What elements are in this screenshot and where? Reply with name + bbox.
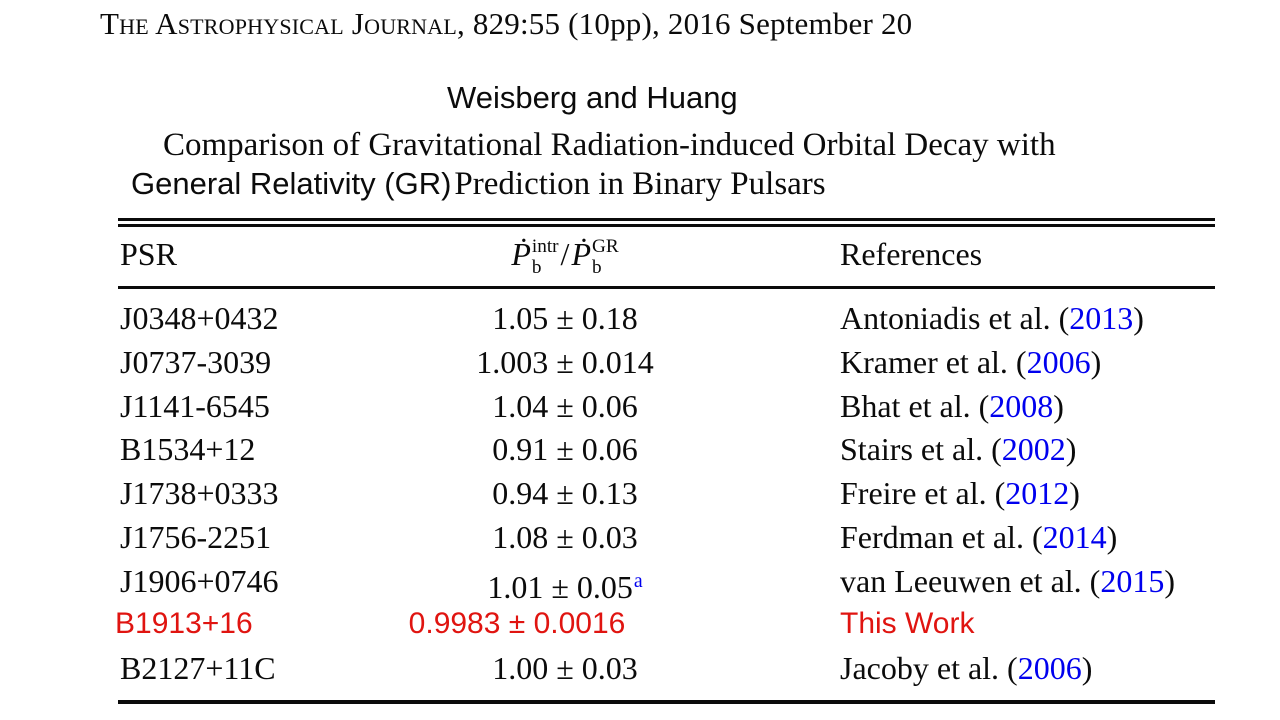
reference-cell: Antoniadis et al. (2013) — [840, 299, 1144, 337]
reference-close-paren: ) — [1069, 475, 1080, 511]
psr-cell: J1756-2251 — [120, 518, 272, 555]
caption-line2-rest: Prediction in Binary Pulsars — [454, 166, 826, 202]
table-caption-line2: General Relativity (GR)Prediction in Bin… — [131, 166, 826, 203]
psr-cell: B1534+12 — [120, 431, 256, 468]
pdot-gr-symbol: Ṗ — [571, 236, 591, 273]
table-top-rule-1 — [118, 218, 1215, 221]
reference-close-paren: ) — [1106, 518, 1118, 555]
psr-cell: J1141-6545 — [120, 387, 270, 424]
gr-annotation: General Relativity (GR) — [131, 166, 452, 201]
ratio-value: 1.00 ± 0.03 — [492, 650, 638, 686]
table-row: J1906+0746 1.01 ± 0.05a van Leeuwen et a… — [118, 562, 1215, 606]
reference-year-link[interactable]: 2008 — [989, 387, 1054, 424]
psr-cell: J0737-3039 — [120, 343, 272, 380]
reference-cell: Kramer et al. (2006) — [840, 343, 1101, 381]
table-header-rule — [118, 286, 1215, 289]
reference-close-paren: ) — [1090, 343, 1102, 380]
table-row: J1141-6545 1.04 ± 0.06 Bhat et al. (2008… — [118, 387, 1215, 431]
ratio-value: 1.04 ± 0.06 — [492, 387, 638, 424]
reference-cell: Jacoby et al. (2006) — [840, 649, 1092, 687]
value-cell: 1.01 ± 0.05a — [380, 562, 750, 606]
value-cell: 0.91 ± 0.06 — [380, 430, 750, 468]
table-row: B1913+16 0.9983 ± 0.0016 This Work — [115, 605, 1215, 649]
table-bottom-rule — [118, 700, 1215, 704]
psr-cell: B2127+11C — [120, 650, 276, 686]
table-rows: J0348+0432 1.05 ± 0.18 Antoniadis et al.… — [115, 299, 1215, 693]
reference-cell: Bhat et al. (2008) — [840, 387, 1064, 425]
journal-issue-info: , 829:55 (10pp), 2016 September 20 — [456, 6, 913, 41]
column-header-references: References — [840, 236, 983, 272]
reference-year-link[interactable]: 2015 — [1100, 562, 1165, 599]
reference-close-paren: ) — [1053, 387, 1064, 424]
reference-year-link[interactable]: 2006 — [1026, 343, 1091, 380]
value-cell: 0.94 ± 0.13 — [380, 474, 750, 512]
reference-cell: van Leeuwen et al. (2015) — [840, 562, 1175, 600]
value-cell: 1.00 ± 0.03 — [380, 649, 750, 687]
reference-text: Jacoby et al. ( — [840, 650, 1018, 686]
reference-text: Freire et al. ( — [840, 475, 1006, 511]
table-row: J1738+0333 0.94 ± 0.13 Freire et al. (20… — [118, 474, 1215, 518]
psr-cell: J1906+0746 — [120, 562, 279, 599]
superscript-gr: GR — [591, 236, 619, 257]
table-row: J0348+0432 1.05 ± 0.18 Antoniadis et al.… — [118, 299, 1215, 343]
table-row: J0737-3039 1.003 ± 0.014 Kramer et al. (… — [118, 343, 1215, 387]
ratio-value: 0.94 ± 0.13 — [492, 475, 638, 511]
journal-header: The Astrophysical Journal, 829:55 (10pp)… — [100, 6, 912, 42]
reference-text: Bhat et al. ( — [840, 387, 990, 424]
pdot-gr-scripts: GR b — [592, 236, 619, 278]
footnote-marker: a — [633, 569, 643, 592]
ratio-value: 0.91 ± 0.06 — [492, 431, 638, 468]
reference-year-link[interactable]: 2002 — [1001, 431, 1066, 468]
journal-name: The Astrophysical Journal — [100, 6, 457, 41]
pdot-intr-symbol: Ṗ — [511, 236, 531, 273]
value-cell: 1.05 ± 0.18 — [380, 299, 750, 337]
reference-close-paren: ) — [1065, 431, 1077, 468]
table-top-rule-2 — [118, 224, 1215, 227]
subscript-b-2: b — [591, 257, 602, 279]
value-cell: 1.003 ± 0.014 — [380, 343, 750, 381]
superscript-intr: intr — [531, 236, 559, 257]
table-caption-line1: Comparison of Gravitational Radiation-in… — [163, 127, 1056, 163]
table-row: B2127+11C 1.00 ± 0.03 Jacoby et al. (200… — [118, 649, 1215, 693]
value-cell: 1.08 ± 0.03 — [380, 518, 750, 556]
table-row: J1756-2251 1.08 ± 0.03 Ferdman et al. (2… — [118, 518, 1215, 562]
subscript-b-1: b — [531, 257, 542, 279]
table-row: B1534+12 0.91 ± 0.06 Stairs et al. (2002… — [118, 430, 1215, 474]
pdot-intr-scripts: intr b — [532, 236, 559, 278]
reference-cell: Freire et al. (2012) — [840, 474, 1080, 512]
column-header-psr: PSR — [120, 236, 177, 272]
ratio-value: 1.01 ± 0.05 — [487, 568, 633, 605]
reference-cell: This Work — [840, 605, 974, 643]
reference-year-link[interactable]: 2006 — [1017, 650, 1082, 686]
ratio-value: 1.05 ± 0.18 — [492, 300, 638, 336]
reference-year-link[interactable]: 2012 — [1005, 475, 1070, 511]
reference-cell: Ferdman et al. (2014) — [840, 518, 1117, 556]
reference-text: Antoniadis et al. ( — [840, 300, 1070, 336]
reference-text: Ferdman et al. ( — [840, 518, 1043, 555]
authors-annotation: Weisberg and Huang — [447, 80, 738, 115]
reference-text: This Work — [840, 607, 975, 641]
reference-year-link[interactable]: 2013 — [1069, 300, 1134, 336]
value-cell: 0.9983 ± 0.0016 — [332, 605, 702, 643]
reference-close-paren: ) — [1164, 562, 1175, 599]
reference-text: Kramer et al. ( — [840, 343, 1027, 380]
reference-close-paren: ) — [1133, 300, 1144, 336]
value-cell: 1.04 ± 0.06 — [380, 387, 750, 425]
reference-text: Stairs et al. ( — [840, 431, 1002, 468]
reference-text: van Leeuwen et al. ( — [840, 562, 1101, 599]
psr-cell: B1913+16 — [115, 607, 253, 641]
psr-cell: J1738+0333 — [120, 475, 279, 511]
reference-year-link[interactable]: 2014 — [1042, 518, 1107, 555]
ratio-value: 1.08 ± 0.03 — [492, 518, 638, 555]
division-slash: / — [560, 236, 570, 273]
ratio-value: 1.003 ± 0.014 — [476, 343, 654, 380]
psr-cell: J0348+0432 — [120, 300, 279, 336]
ratio-value: 0.9983 ± 0.0016 — [408, 607, 626, 641]
reference-cell: Stairs et al. (2002) — [840, 430, 1076, 468]
reference-close-paren: ) — [1081, 650, 1093, 686]
